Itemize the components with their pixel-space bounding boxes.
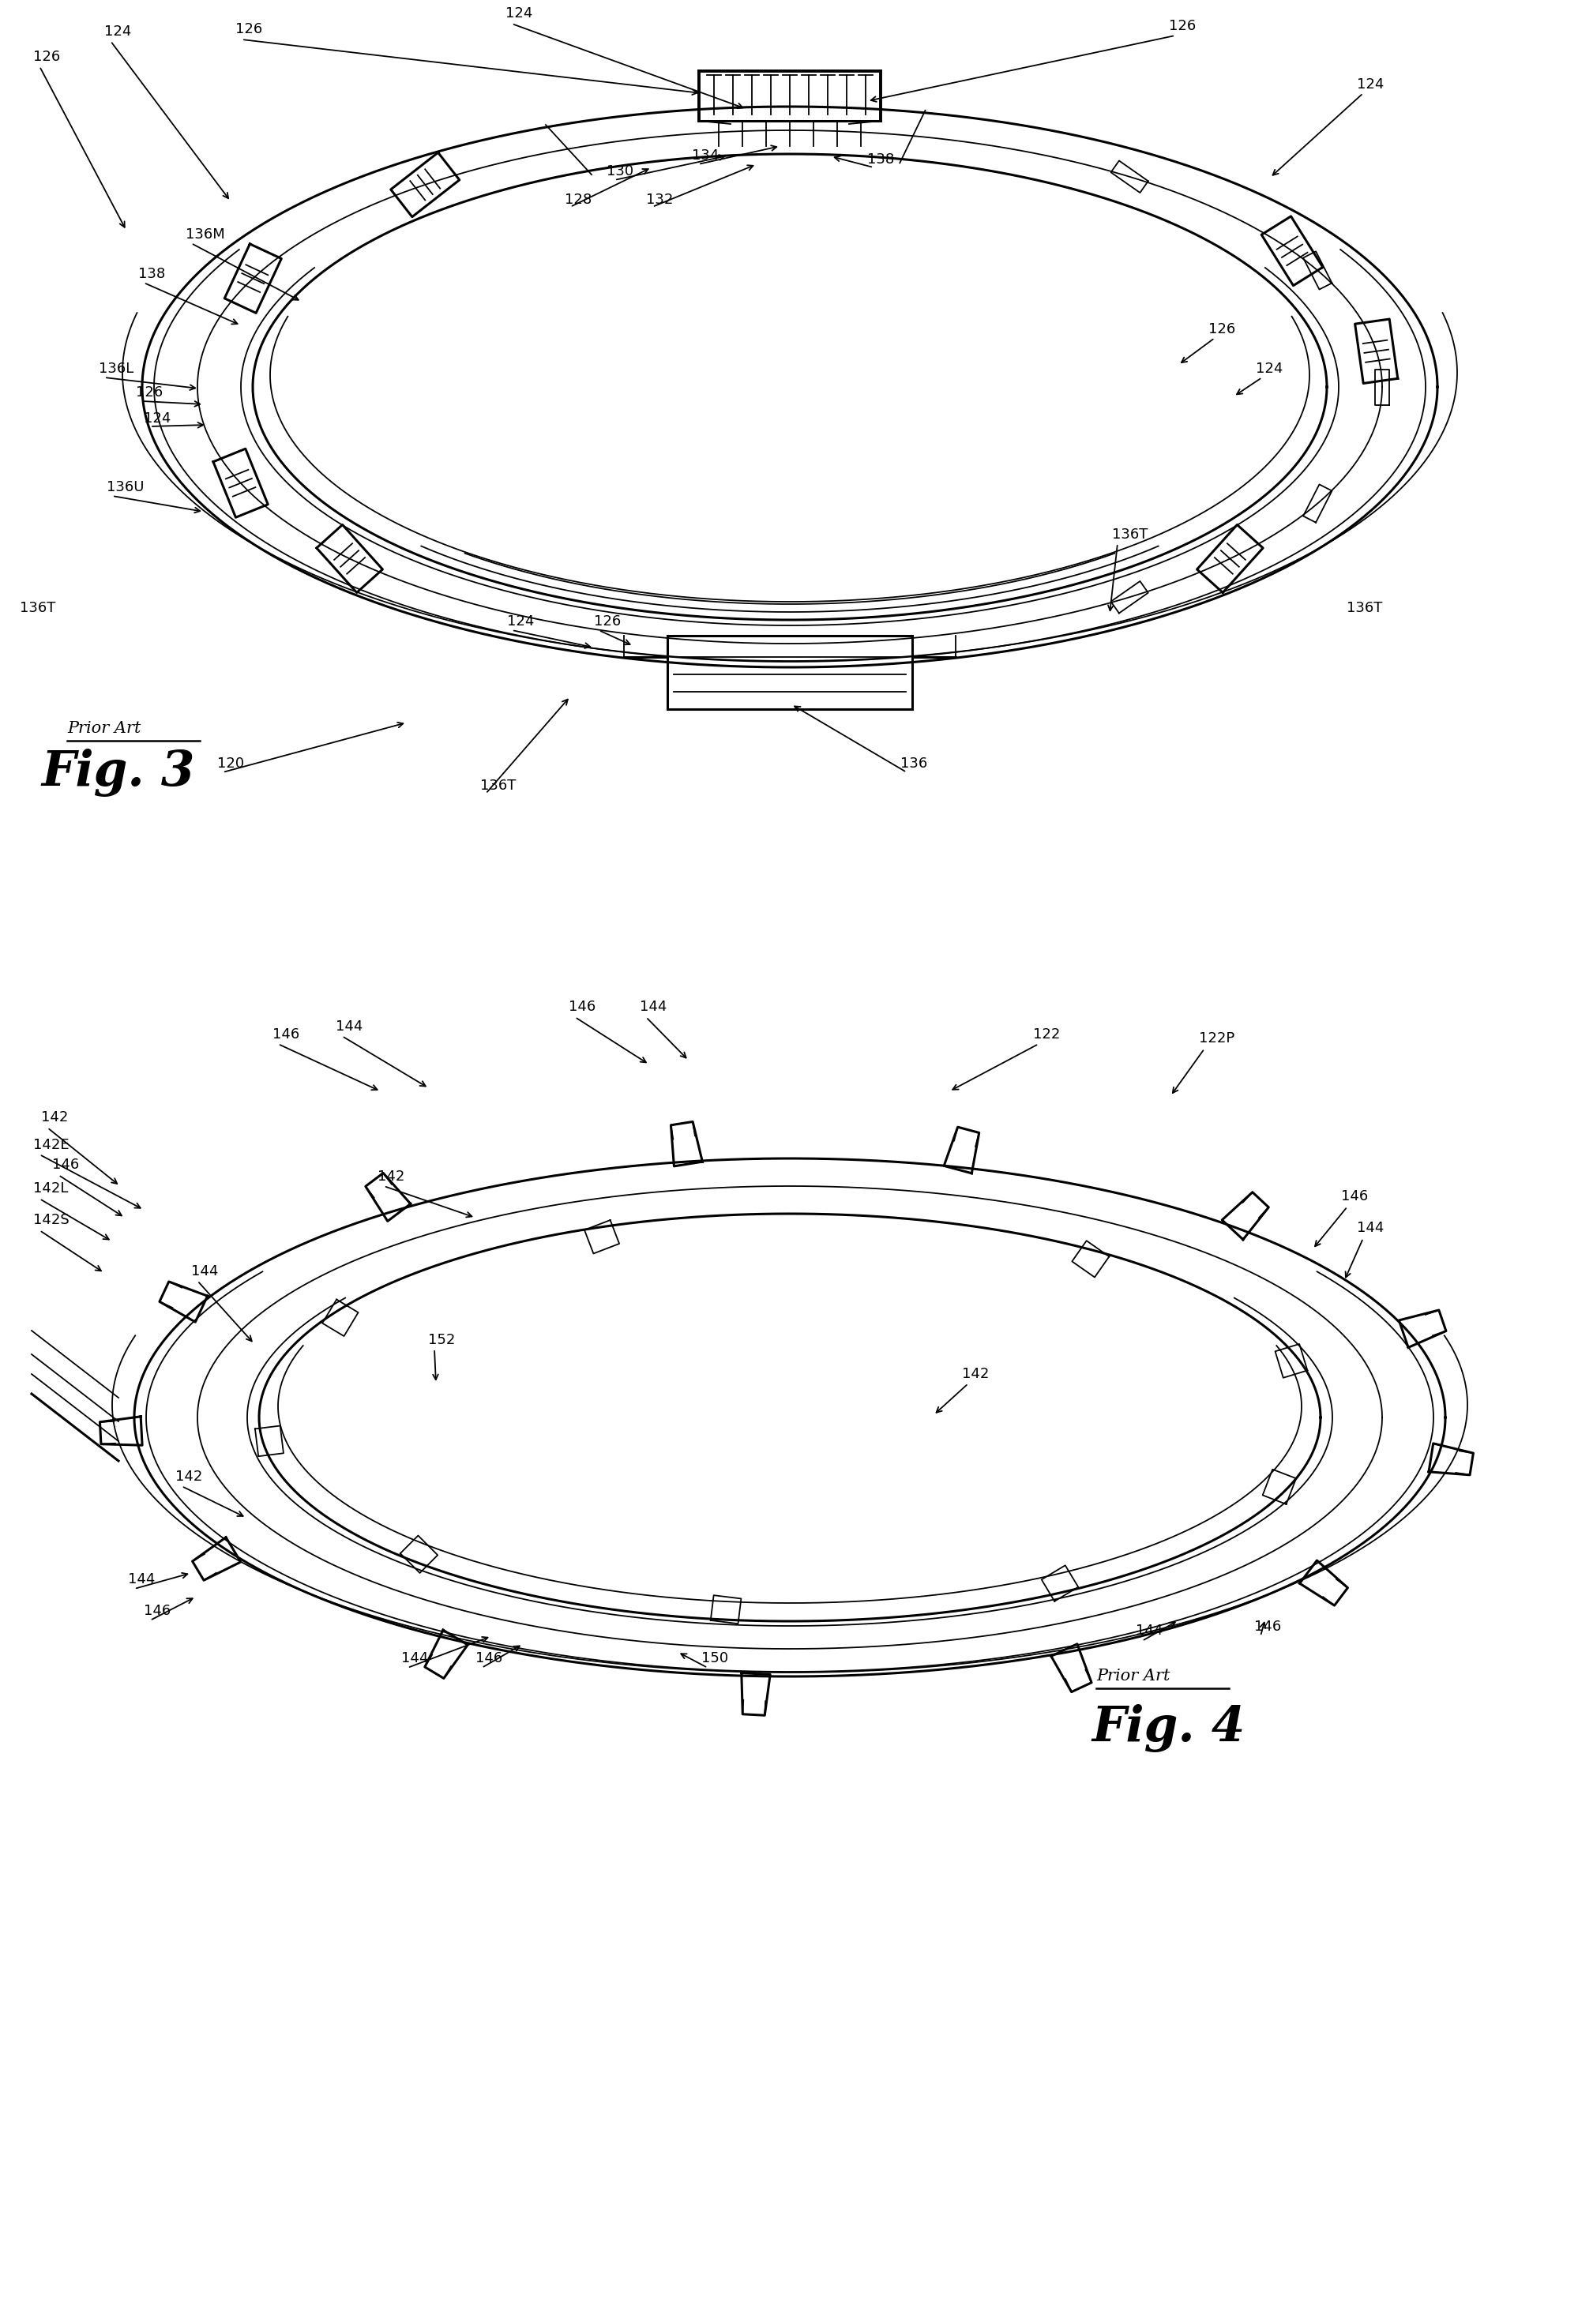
Text: 144: 144 [191,1264,218,1278]
Text: 124: 124 [144,411,170,425]
Text: 120: 120 [218,758,245,772]
Text: 124: 124 [507,614,533,627]
Text: 142E: 142E [33,1139,69,1153]
Text: 142: 142 [41,1111,68,1125]
Text: 128: 128 [565,193,592,207]
Text: 122P: 122P [1198,1032,1234,1046]
Text: 146: 146 [475,1650,502,1666]
Text: 136U: 136U [107,481,144,495]
Text: 144: 144 [401,1650,428,1666]
Text: 142: 142 [961,1367,989,1380]
Text: 136M: 136M [186,228,224,242]
Text: 142: 142 [175,1469,202,1483]
Text: 152: 152 [428,1334,454,1348]
Text: 142S: 142S [33,1213,69,1227]
Text: 144: 144 [639,999,666,1013]
Text: 142: 142 [377,1169,404,1183]
Text: 132: 132 [645,193,672,207]
Text: 122: 122 [1032,1027,1060,1041]
Text: Fig. 3: Fig. 3 [41,748,194,797]
Text: 126: 126 [136,386,163,400]
Text: 142L: 142L [33,1181,68,1195]
Text: 124: 124 [505,7,532,21]
Text: 144: 144 [1135,1624,1163,1638]
Text: 146: 146 [568,999,595,1013]
Text: 136: 136 [899,758,926,772]
Text: 126: 126 [235,23,262,37]
Text: 126: 126 [33,49,60,65]
Text: 136L: 136L [99,363,134,376]
Text: 138: 138 [139,267,166,281]
Text: 126: 126 [1207,323,1236,337]
Text: 146: 146 [52,1157,79,1171]
Text: 146: 146 [273,1027,300,1041]
Text: Prior Art: Prior Art [1095,1669,1169,1683]
Text: 136T: 136T [1111,528,1147,541]
Text: Prior Art: Prior Art [68,720,140,737]
Text: 130: 130 [606,165,633,179]
Text: 144: 144 [336,1020,363,1034]
Text: 144: 144 [1356,1220,1384,1234]
Text: 124: 124 [1255,363,1283,376]
Text: 138: 138 [866,153,893,167]
Text: Fig. 4: Fig. 4 [1090,1703,1245,1752]
Text: 146: 146 [1340,1190,1368,1204]
Text: 136T: 136T [1346,602,1382,616]
Text: 124: 124 [104,26,131,40]
Text: 126: 126 [1168,19,1196,33]
Text: 146: 146 [144,1604,170,1618]
Text: 150: 150 [701,1650,727,1666]
Text: 144: 144 [128,1573,155,1587]
Text: 124: 124 [1356,77,1384,91]
Text: 136T: 136T [21,602,55,616]
Text: 134: 134 [691,149,718,163]
Text: 146: 146 [1253,1620,1281,1634]
Text: 126: 126 [593,614,620,627]
Text: 136T: 136T [480,779,516,792]
